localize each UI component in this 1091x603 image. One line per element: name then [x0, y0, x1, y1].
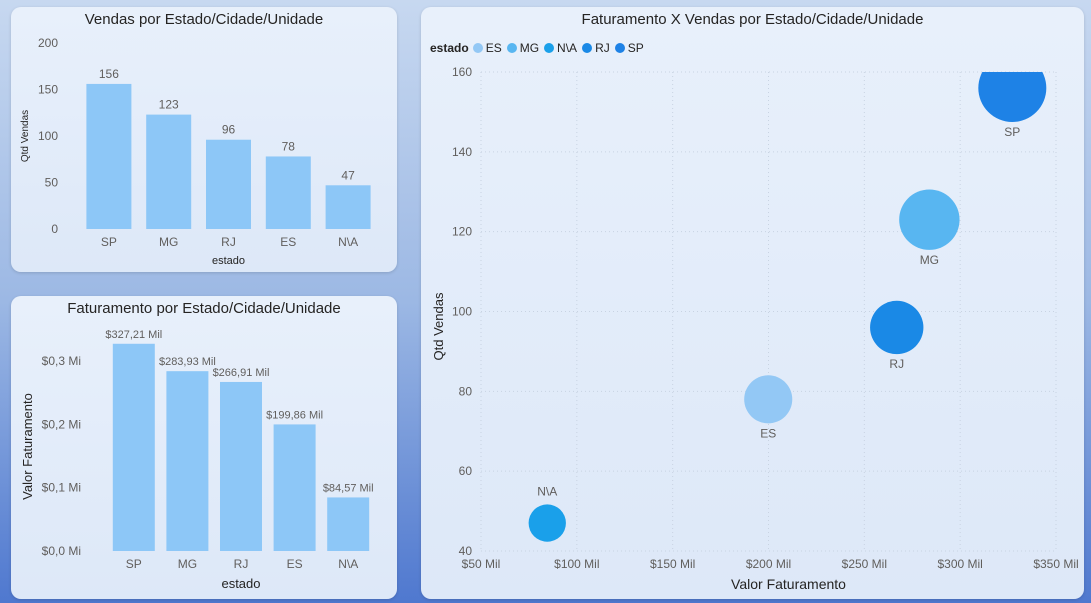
- bar: [273, 424, 316, 551]
- legend-dot-icon: [582, 43, 593, 53]
- x-tick-label: RJ: [221, 235, 236, 249]
- legend-label: N\A: [557, 41, 578, 55]
- data-label: $199,86 Mil: [266, 409, 323, 421]
- data-label: $84,57 Mil: [323, 482, 374, 494]
- x-tick-label: $250 Mil: [842, 557, 887, 571]
- bubble-label: SP: [1004, 125, 1020, 139]
- bubble: [870, 300, 924, 355]
- x-tick-label: ES: [287, 557, 303, 571]
- data-label: $327,21 Mil: [105, 329, 162, 341]
- x-tick-label: $100 Mil: [554, 557, 599, 571]
- bar: [146, 114, 192, 229]
- bar: [112, 343, 155, 551]
- x-tick-label: MG: [178, 557, 197, 571]
- x-axis-label: Valor Faturamento: [731, 576, 846, 592]
- data-label: $283,93 Mil: [159, 356, 216, 368]
- bubble-label: MG: [920, 253, 939, 267]
- data-label: 78: [282, 139, 296, 153]
- y-tick-label: $0,2 Mi: [42, 417, 81, 431]
- legend-item-es[interactable]: ES: [472, 41, 502, 55]
- bar: [206, 139, 251, 229]
- x-tick-label: $150 Mil: [650, 557, 695, 571]
- bubble-label: N\A: [537, 484, 557, 498]
- legend-label: MG: [519, 41, 540, 55]
- scatter-chart[interactable]: 40 60 80 100 120 140 160 $50 Mil $100 Mil $150 Mi…: [421, 7, 1084, 599]
- x-tick-label: SP: [101, 235, 117, 249]
- bubble: [899, 189, 960, 250]
- data-label: $266,91 Mil: [213, 367, 270, 379]
- faturamento-chart-panel[interactable]: Faturamento por Estado/Cidade/Unidade $0…: [11, 296, 397, 599]
- bar: [86, 83, 132, 229]
- legend-dot-icon: [614, 43, 625, 53]
- vendas-chart-title: Vendas por Estado/Cidade/Unidade: [84, 11, 324, 28]
- y-tick-label: 100: [452, 305, 472, 319]
- x-tick-label: $200 Mil: [746, 557, 791, 571]
- y-tick-label: 100: [38, 129, 58, 143]
- y-tick-label: 200: [38, 36, 58, 50]
- bubble: [528, 504, 566, 542]
- legend-dot-icon: [506, 43, 517, 53]
- x-tick-label: SP: [126, 557, 142, 571]
- legend-label: ES: [485, 41, 502, 55]
- x-tick-label: $350 Mil: [1033, 557, 1078, 571]
- bubble-label: ES: [760, 426, 776, 440]
- y-tick-label: $0,0 Mi: [42, 544, 81, 558]
- y-axis-label: Qtd Vendas: [20, 110, 31, 162]
- bar: [327, 497, 370, 551]
- x-axis-label: estado: [212, 255, 245, 267]
- data-label: 47: [341, 168, 355, 182]
- x-tick-label: MG: [159, 235, 178, 249]
- y-tick-label: $0,1 Mi: [42, 481, 81, 495]
- y-tick-label: $0,3 Mi: [42, 354, 81, 368]
- vendas-bar-chart[interactable]: 0 50 100 150 200 156 SP 123 MG 96 RJ 78 ES 47 N\A estad…: [11, 7, 397, 272]
- legend-item-rj[interactable]: RJ: [582, 41, 610, 55]
- y-tick-label: 80: [459, 384, 473, 398]
- vendas-chart-panel[interactable]: Vendas por Estado/Cidade/Unidade 0 50 100 1…: [11, 7, 397, 272]
- y-tick-label: 120: [452, 225, 472, 239]
- data-label: 96: [222, 123, 236, 137]
- bubble: [978, 72, 1047, 122]
- scatter-legend: estado ES MG N\A RJ SP: [430, 41, 649, 55]
- data-label: 156: [99, 67, 119, 81]
- x-tick-label: $50 Mil: [462, 557, 501, 571]
- x-tick-label: $300 Mil: [937, 557, 982, 571]
- legend-item-mg[interactable]: MG: [506, 41, 540, 55]
- legend-item-na[interactable]: N\A: [544, 41, 577, 55]
- x-tick-label: N\A: [338, 557, 358, 571]
- y-axis-label: Valor Faturamento: [20, 393, 35, 500]
- faturamento-chart-title: Faturamento por Estado/Cidade/Unidade: [67, 300, 341, 317]
- bar: [220, 381, 262, 551]
- y-tick-label: 150: [38, 83, 58, 97]
- legend-label: SP: [627, 41, 644, 55]
- legend-dot-icon: [472, 43, 483, 53]
- legend-title: estado: [430, 41, 469, 55]
- y-tick-label: 40: [459, 544, 473, 558]
- legend-label: RJ: [595, 41, 610, 55]
- data-label: 123: [159, 98, 179, 112]
- y-tick-label: 140: [452, 145, 472, 159]
- bar: [166, 371, 209, 551]
- scatter-chart-title: Faturamento X Vendas por Estado/Cidade/U…: [581, 11, 924, 28]
- y-tick-label: 0: [51, 222, 58, 236]
- bar: [325, 185, 371, 229]
- bubble: [744, 375, 793, 424]
- bubble-label: RJ: [889, 357, 904, 371]
- x-tick-label: RJ: [234, 557, 249, 571]
- scatter-chart-panel[interactable]: Faturamento X Vendas por Estado/Cidade/U…: [421, 7, 1084, 599]
- faturamento-bar-chart[interactable]: $0,0 Mi $0,1 Mi $0,2 Mi $0,3 Mi $327,21 Mil S…: [11, 296, 397, 599]
- x-axis-label: estado: [221, 576, 260, 591]
- bar: [265, 156, 311, 229]
- y-tick-label: 160: [452, 65, 472, 79]
- y-tick-label: 60: [459, 464, 473, 478]
- legend-dot-icon: [544, 43, 555, 53]
- legend-item-sp[interactable]: SP: [614, 41, 644, 55]
- x-tick-label: N\A: [338, 235, 358, 249]
- y-axis-label: Qtd Vendas: [431, 292, 446, 360]
- y-tick-label: 50: [45, 176, 59, 190]
- x-tick-label: ES: [280, 235, 296, 249]
